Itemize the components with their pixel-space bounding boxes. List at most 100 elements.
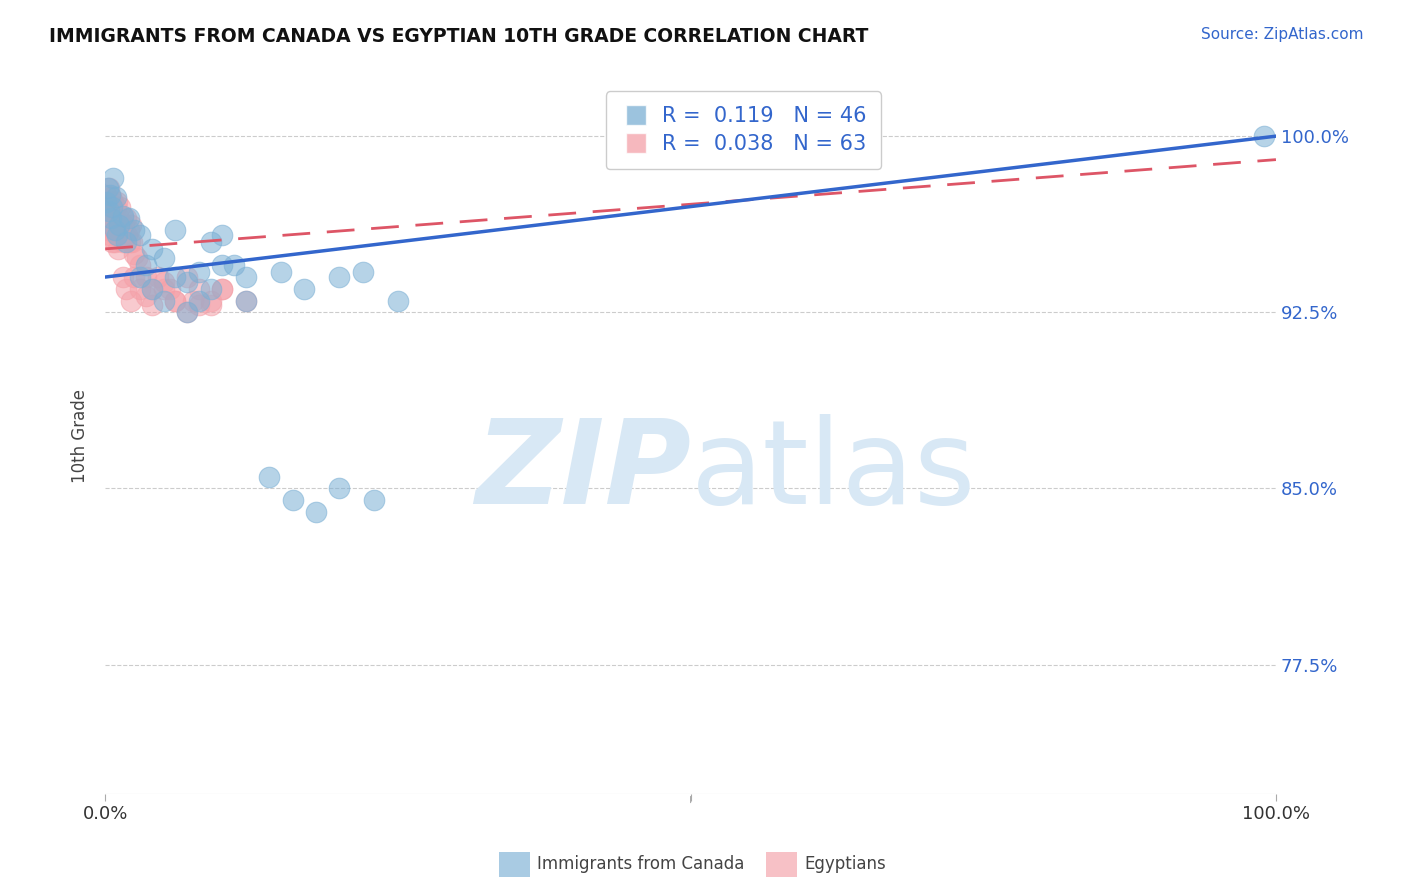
Point <box>135 289 157 303</box>
Point <box>103 194 125 209</box>
Point <box>222 258 245 272</box>
Point <box>257 469 280 483</box>
Point <box>187 265 209 279</box>
Point <box>110 223 132 237</box>
Point <box>96 194 118 209</box>
Point <box>159 282 181 296</box>
Point <box>98 227 121 242</box>
Point <box>129 270 152 285</box>
Point <box>115 282 138 296</box>
Point <box>101 235 124 249</box>
Point <box>100 211 122 226</box>
Point <box>117 227 139 242</box>
Point <box>165 293 187 308</box>
Point <box>115 235 138 249</box>
Point <box>103 223 125 237</box>
Point <box>235 293 257 308</box>
Point <box>105 194 128 209</box>
Point <box>124 270 146 285</box>
Point <box>120 293 142 308</box>
Point <box>105 223 128 237</box>
Point <box>111 235 134 249</box>
Point <box>181 293 204 308</box>
Point <box>211 282 233 296</box>
Y-axis label: 10th Grade: 10th Grade <box>72 389 89 483</box>
Point <box>117 211 139 226</box>
Text: IMMIGRANTS FROM CANADA VS EGYPTIAN 10TH GRADE CORRELATION CHART: IMMIGRANTS FROM CANADA VS EGYPTIAN 10TH … <box>49 27 869 45</box>
Point <box>141 242 163 256</box>
Point <box>165 270 187 285</box>
Point <box>96 187 118 202</box>
Point <box>104 227 127 242</box>
Point <box>108 227 131 242</box>
Point <box>111 270 134 285</box>
Point <box>292 282 315 296</box>
Text: Egyptians: Egyptians <box>804 855 886 873</box>
Point <box>387 293 409 308</box>
Point <box>235 270 257 285</box>
Point <box>96 194 118 209</box>
Point <box>96 204 118 219</box>
Point <box>124 223 146 237</box>
Point <box>152 252 174 266</box>
Point <box>141 282 163 296</box>
Point <box>141 282 163 296</box>
Point <box>103 223 125 237</box>
Point <box>97 181 120 195</box>
Point <box>165 293 187 308</box>
Point <box>200 282 222 296</box>
Point <box>121 235 143 249</box>
Point <box>100 190 122 204</box>
Point <box>135 258 157 272</box>
Point <box>97 204 120 219</box>
Point <box>105 227 128 242</box>
Text: atlas: atlas <box>690 414 976 529</box>
Point <box>101 204 124 219</box>
Point <box>103 235 125 249</box>
Point <box>305 505 328 519</box>
Point <box>176 305 198 319</box>
Point <box>200 235 222 249</box>
Point <box>211 227 233 242</box>
Text: Source: ZipAtlas.com: Source: ZipAtlas.com <box>1201 27 1364 42</box>
Point <box>100 219 122 233</box>
Point <box>176 270 198 285</box>
Point <box>152 282 174 296</box>
Point <box>98 187 121 202</box>
Point <box>152 275 174 289</box>
Point <box>98 200 121 214</box>
Point <box>104 200 127 214</box>
Point <box>96 223 118 237</box>
Point <box>103 211 125 226</box>
Point <box>108 219 131 233</box>
Point <box>200 293 222 308</box>
Point <box>129 282 152 296</box>
Point <box>114 227 136 242</box>
Point <box>101 200 124 214</box>
Point <box>328 482 350 496</box>
Point <box>111 211 134 226</box>
Point <box>125 252 148 266</box>
Point <box>165 223 187 237</box>
Point <box>120 219 142 233</box>
Point <box>112 219 135 233</box>
Point <box>235 293 257 308</box>
Point <box>115 211 138 226</box>
Point <box>118 235 141 249</box>
Point <box>211 258 233 272</box>
Point <box>176 305 198 319</box>
Point <box>187 282 209 296</box>
Point <box>176 275 198 289</box>
Point <box>152 293 174 308</box>
Legend: R =  0.119   N = 46, R =  0.038   N = 63: R = 0.119 N = 46, R = 0.038 N = 63 <box>606 92 882 169</box>
Point <box>97 211 120 226</box>
Point <box>104 190 127 204</box>
Point <box>117 223 139 237</box>
Point <box>110 200 132 214</box>
Point <box>108 211 131 226</box>
Point <box>111 209 134 223</box>
Point <box>211 282 233 296</box>
Point <box>129 227 152 242</box>
Point <box>96 181 118 195</box>
Point <box>1253 129 1275 144</box>
